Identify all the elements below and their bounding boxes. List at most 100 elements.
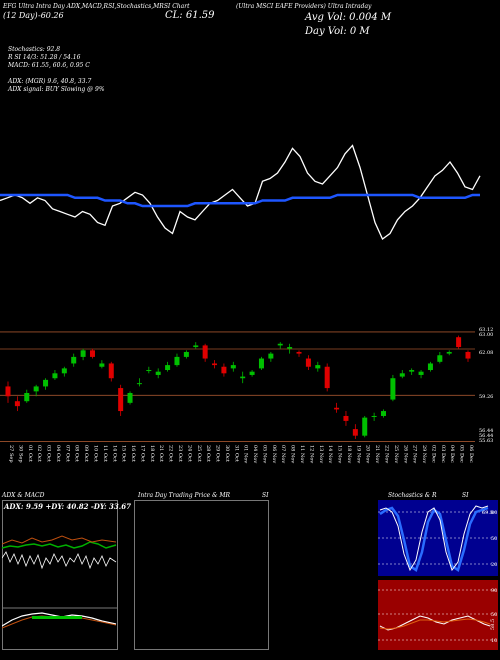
candle-body — [296, 351, 302, 354]
stochastics-readout: Stochastics: 92.8 — [8, 46, 61, 53]
date-axis-label: 29 Nov — [421, 445, 427, 463]
price-axis-label: 55.63 — [479, 438, 493, 444]
rsi-tick-50: 50 — [491, 612, 497, 618]
date-axis-label: 02 Oct — [36, 445, 42, 462]
date-axis-label: 15 Nov — [337, 445, 343, 463]
date-axis-label: 11 Oct — [102, 445, 108, 462]
candle-body — [5, 386, 11, 397]
date-axis-label: 14 Oct — [111, 445, 117, 462]
date-axis-label: 19 Nov — [355, 445, 361, 463]
date-axis-label: 06 Nov — [271, 445, 277, 463]
adx-lines — [2, 535, 118, 629]
candle-body — [71, 356, 77, 364]
adx-macd-title: ADX & MACD — [2, 492, 45, 499]
date-axis-label: 04 Dec — [449, 445, 455, 463]
candle-body — [118, 388, 124, 412]
date-axis-label: 09 Oct — [83, 445, 89, 462]
candle-body — [136, 383, 142, 385]
stoch-tick-20: 20 — [491, 562, 497, 568]
header-value: -60.26 — [38, 11, 64, 20]
rsi-readout: R SI 14/3: 51.28 / 54.16 — [8, 54, 81, 61]
price-axis-label: 56.44 — [479, 428, 493, 434]
candle-body — [305, 358, 311, 367]
price-axis-label: 59.26 — [479, 394, 493, 400]
avg-volume: Avg Vol: 0.004 M — [305, 12, 392, 23]
candle-body — [43, 379, 49, 387]
candle-body — [446, 351, 452, 354]
candle-body — [418, 371, 424, 375]
candle-body — [409, 370, 415, 372]
date-axis-label: 23 Oct — [177, 445, 183, 462]
price-axis-label: 62.08 — [479, 350, 493, 356]
date-axis-label: 11 Nov — [299, 445, 305, 463]
price-axis-label: 63.00 — [479, 332, 493, 338]
rsi-tick-10: 10 — [491, 638, 497, 644]
price-axis-label: 63.12 — [479, 327, 493, 333]
date-axis-label: 04 Oct — [55, 445, 61, 462]
candle-body — [127, 393, 133, 403]
header-line1b: (Ultra MSCI EAFE Providers) Ultra Intrad… — [236, 3, 372, 10]
price-axis-label: 56.44 — [479, 433, 493, 439]
candle-body — [258, 358, 264, 369]
candle-body — [165, 365, 171, 371]
adx-signal-readout: ADX signal: BUY Slowing @ 9% — [8, 86, 105, 93]
date-axis-label: 15 Oct — [121, 445, 127, 462]
candle-body — [230, 365, 236, 369]
candle-body — [99, 363, 105, 367]
candle-body — [381, 411, 387, 416]
date-axis-label: 01 Nov — [243, 445, 249, 463]
candle-body — [427, 363, 433, 371]
intra-day-panel — [134, 500, 269, 650]
macd-readout: MACD: 61.55, 60.6, 0.95 C — [8, 62, 90, 69]
date-axis-label: 28 Oct — [205, 445, 211, 462]
candle-body — [324, 366, 330, 389]
candle-body — [315, 365, 321, 369]
date-axis-label: 08 Oct — [74, 445, 80, 462]
date-axis-label: 18 Oct — [149, 445, 155, 462]
date-axis-label: 27 Nov — [412, 445, 418, 463]
candle-body — [80, 350, 86, 357]
date-axis-label: 24 Oct — [186, 445, 192, 462]
date-axis-label: 21 Oct — [158, 445, 164, 462]
date-axis-label: 30 Sep — [17, 445, 23, 463]
candle-body — [24, 393, 30, 402]
candle-body — [183, 351, 189, 357]
date-axis-label: 04 Nov — [252, 445, 258, 463]
rsi-side-value: 58.5 — [490, 619, 496, 630]
header-period: (12 Day) — [3, 11, 38, 20]
stoch-tick-50: 50 — [491, 536, 497, 542]
date-axis-label: 17 Oct — [139, 445, 145, 462]
date-axis-label: 02 Dec — [430, 445, 436, 463]
date-axis: 27 Sep 30 Sep 01 Oct 02 Oct 03 Oct 04 Oct 07 O… — [8, 445, 474, 463]
intra-day-title-suffix: SI — [262, 492, 269, 499]
date-axis-label: 26 Nov — [402, 445, 408, 463]
candle-body — [14, 401, 20, 407]
stochastics-panel: 69.3 80 50 20 90 50 10 58.5 — [378, 500, 498, 650]
adx-values: ADX: 9.59 +DY: 40.82 -DY: 33.67 — [4, 502, 131, 511]
candle-body — [108, 363, 114, 379]
candle-body — [193, 345, 199, 348]
candle-body — [240, 376, 246, 379]
stochastics-title: Stochastics & R — [388, 492, 437, 499]
date-axis-label: 12 Nov — [308, 445, 314, 463]
date-axis-label: 14 Nov — [327, 445, 333, 463]
date-axis-label: 22 Nov — [384, 445, 390, 463]
candle-body — [61, 368, 67, 374]
rsi-tick-90: 90 — [491, 588, 497, 594]
date-axis-label: 10 Oct — [92, 445, 98, 462]
close-price: CL: 61.59 — [165, 10, 215, 21]
candle-body — [465, 351, 471, 359]
stoch-tick-80: 80 — [491, 510, 497, 516]
date-axis-label: 18 Nov — [346, 445, 352, 463]
candle-body — [89, 350, 95, 357]
candle-body — [343, 415, 349, 421]
date-axis-label: 25 Nov — [393, 445, 399, 463]
date-axis-label: 03 Oct — [46, 445, 52, 462]
intra-day-title: Intra Day Trading Price & MR — [138, 492, 231, 499]
candle-body — [437, 355, 443, 362]
candle-body — [33, 386, 39, 392]
date-axis-label: 29 Oct — [215, 445, 221, 462]
date-axis-label: 21 Nov — [374, 445, 380, 463]
header-line1a: EFG Ultra Intra Day ADX,MACD,RSI,Stochas… — [3, 3, 190, 10]
date-axis-label: 13 Nov — [318, 445, 324, 463]
